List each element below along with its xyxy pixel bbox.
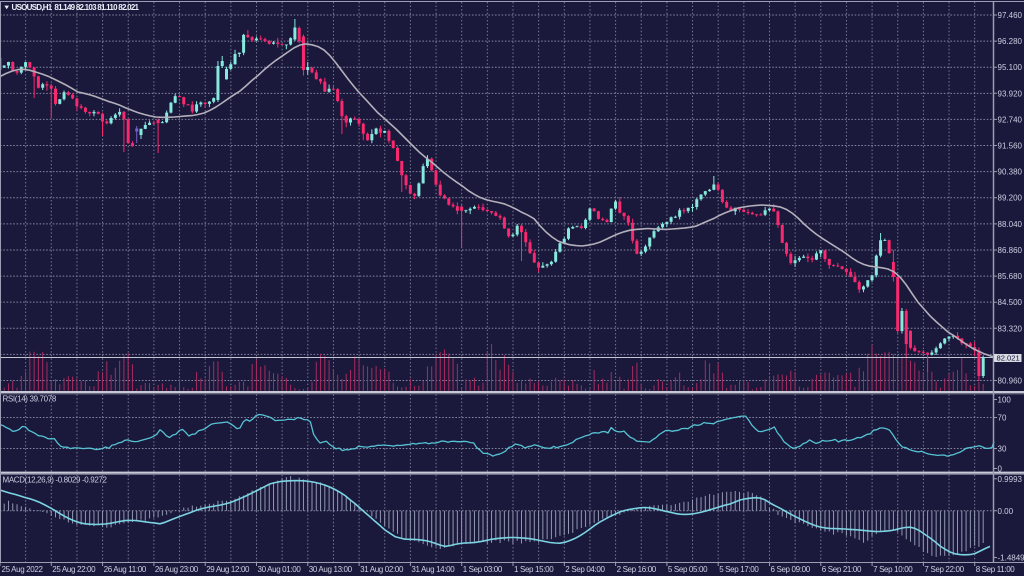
svg-text:85.680: 85.680 xyxy=(998,272,1023,281)
svg-text:31 Aug 02:00: 31 Aug 02:00 xyxy=(360,565,404,574)
svg-text:30: 30 xyxy=(998,445,1007,454)
svg-text:30 Aug 13:00: 30 Aug 13:00 xyxy=(309,565,353,574)
svg-text:0.9993: 0.9993 xyxy=(998,475,1023,484)
svg-text:89.200: 89.200 xyxy=(998,194,1023,203)
svg-text:80.960: 80.960 xyxy=(998,377,1023,386)
svg-text:84.500: 84.500 xyxy=(998,298,1023,307)
svg-text:90.380: 90.380 xyxy=(998,168,1023,177)
svg-text:83.320: 83.320 xyxy=(998,324,1023,333)
svg-text:70: 70 xyxy=(998,414,1007,423)
svg-text:0.00: 0.00 xyxy=(998,507,1014,516)
svg-text:1 Sep 15:00: 1 Sep 15:00 xyxy=(514,565,554,574)
svg-text:95.100: 95.100 xyxy=(998,63,1023,72)
svg-text:MACD(12,26,9) -0.8029 -0.9272: MACD(12,26,9) -0.8029 -0.9272 xyxy=(3,476,108,485)
svg-text:USOUSD,H1 81.149 82.103 81.11: USOUSD,H1 81.149 82.103 81.110 82.021 xyxy=(12,3,140,12)
svg-text:7 Sep 22:00: 7 Sep 22:00 xyxy=(924,565,964,574)
svg-text:31 Aug 14:00: 31 Aug 14:00 xyxy=(411,565,455,574)
svg-text:RSI(14) 39.7078: RSI(14) 39.7078 xyxy=(3,395,57,404)
svg-text:2 Sep 16:00: 2 Sep 16:00 xyxy=(617,565,657,574)
svg-text:2 Sep 04:00: 2 Sep 04:00 xyxy=(565,565,605,574)
svg-text:97.460: 97.460 xyxy=(998,11,1023,20)
svg-text:82.021: 82.021 xyxy=(997,354,1020,363)
svg-text:-1.4849: -1.4849 xyxy=(998,554,1024,563)
svg-text:5 Sep 05:00: 5 Sep 05:00 xyxy=(668,565,708,574)
svg-text:8 Sep 11:00: 8 Sep 11:00 xyxy=(976,565,1016,574)
svg-text:5 Sep 17:00: 5 Sep 17:00 xyxy=(719,565,759,574)
svg-text:30 Aug 01:00: 30 Aug 01:00 xyxy=(258,565,302,574)
svg-text:6 Sep 09:00: 6 Sep 09:00 xyxy=(771,565,811,574)
svg-text:93.920: 93.920 xyxy=(998,89,1023,98)
svg-text:7 Sep 10:00: 7 Sep 10:00 xyxy=(873,565,913,574)
svg-text:25 Aug 2022: 25 Aug 2022 xyxy=(2,565,44,574)
svg-text:26 Aug 23:00: 26 Aug 23:00 xyxy=(155,565,199,574)
svg-text:91.560: 91.560 xyxy=(998,142,1023,151)
svg-text:29 Aug 12:00: 29 Aug 12:00 xyxy=(206,565,250,574)
svg-text:88.040: 88.040 xyxy=(998,220,1023,229)
svg-text:92.740: 92.740 xyxy=(998,115,1023,124)
svg-text:1 Sep 03:00: 1 Sep 03:00 xyxy=(463,565,503,574)
svg-text:26 Aug 11:00: 26 Aug 11:00 xyxy=(104,565,147,574)
svg-text:86.860: 86.860 xyxy=(998,246,1023,255)
svg-text:100: 100 xyxy=(998,396,1012,405)
svg-text:6 Sep 21:00: 6 Sep 21:00 xyxy=(822,565,862,574)
svg-text:25 Aug 22:00: 25 Aug 22:00 xyxy=(52,565,96,574)
svg-text:0: 0 xyxy=(998,465,1003,474)
svg-text:96.280: 96.280 xyxy=(998,37,1023,46)
